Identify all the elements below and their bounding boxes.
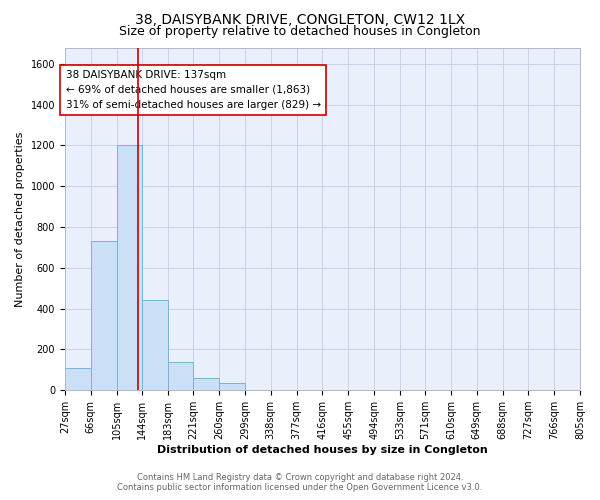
Bar xyxy=(65,368,91,390)
Bar xyxy=(142,300,168,390)
Text: Size of property relative to detached houses in Congleton: Size of property relative to detached ho… xyxy=(119,25,481,38)
Bar xyxy=(91,242,116,390)
Bar xyxy=(193,378,219,390)
Bar xyxy=(116,146,142,390)
Text: 38, DAISYBANK DRIVE, CONGLETON, CW12 1LX: 38, DAISYBANK DRIVE, CONGLETON, CW12 1LX xyxy=(135,12,465,26)
X-axis label: Distribution of detached houses by size in Congleton: Distribution of detached houses by size … xyxy=(157,445,488,455)
Text: 38 DAISYBANK DRIVE: 137sqm
← 69% of detached houses are smaller (1,863)
31% of s: 38 DAISYBANK DRIVE: 137sqm ← 69% of deta… xyxy=(65,70,320,110)
Text: Contains HM Land Registry data © Crown copyright and database right 2024.
Contai: Contains HM Land Registry data © Crown c… xyxy=(118,473,482,492)
Bar xyxy=(219,383,245,390)
Bar xyxy=(168,362,193,390)
Y-axis label: Number of detached properties: Number of detached properties xyxy=(15,131,25,306)
